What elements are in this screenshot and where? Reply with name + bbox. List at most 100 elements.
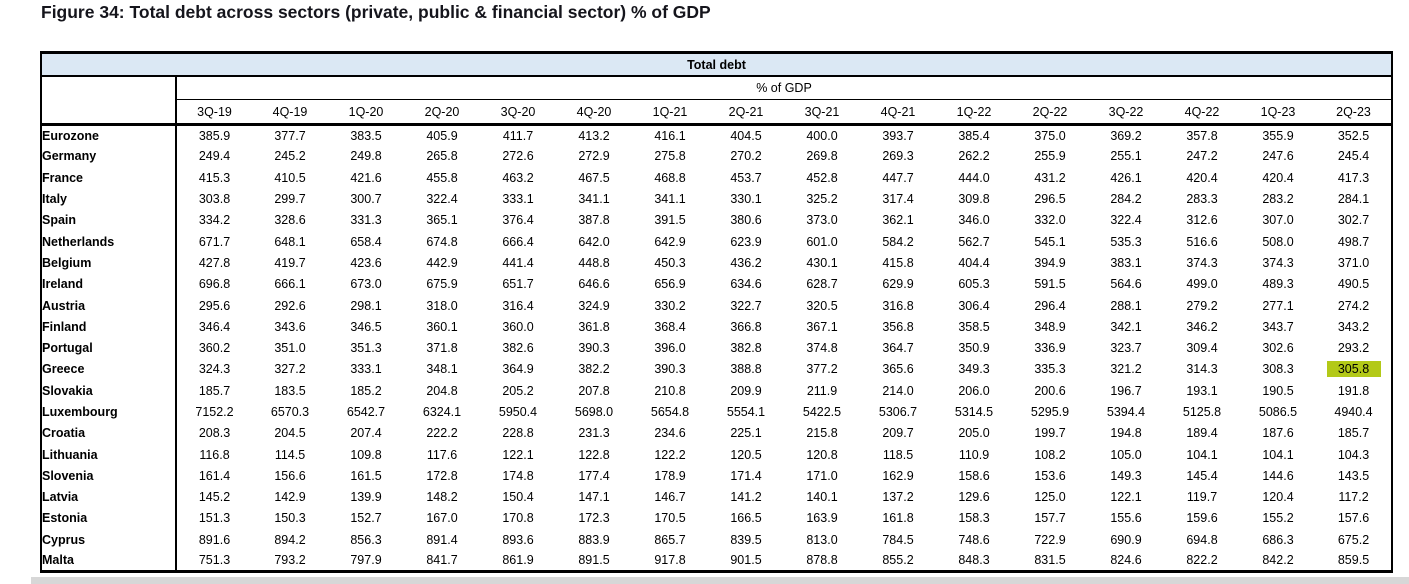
value-cell: 119.7 — [1186, 490, 1218, 505]
value-cell: 137.2 — [882, 490, 914, 505]
value-cell: 167.0 — [426, 511, 458, 526]
value-cell: 404.5 — [730, 128, 762, 143]
table-subheader: % of GDP — [176, 76, 1392, 100]
value-cell: 249.4 — [198, 149, 231, 164]
highlight-marker: 305.8 — [1326, 361, 1381, 378]
value-cell: 207.4 — [350, 426, 382, 441]
value-cell: 5654.8 — [650, 405, 690, 419]
value-cell: 194.8 — [1110, 426, 1142, 441]
value-cell: 696.8 — [198, 277, 231, 292]
value-cell: 104.1 — [1186, 447, 1218, 462]
table-row-latvia: Latvia 145.2 142.9 139.9 148.2 150.4 147.1 146.… — [41, 486, 1392, 508]
column-header-1q-22: 1Q-22 — [936, 99, 1012, 126]
value-cell: 430.1 — [806, 255, 838, 270]
value-cell: 404.4 — [958, 255, 990, 270]
value-cell: 387.8 — [578, 213, 610, 228]
value-cell: 330.1 — [730, 192, 762, 207]
value-cell: 382.2 — [578, 362, 610, 377]
column-header-2q-21: 2Q-21 — [708, 99, 784, 126]
value-cell: 841.7 — [426, 553, 458, 568]
value-cell: 166.5 — [730, 511, 762, 526]
total-debt-table: Total debt % of GDP 3Q-19 4Q-19 1Q-20 2Q-20… — [40, 51, 1393, 574]
value-cell: 376.4 — [502, 213, 534, 228]
column-header-3q-21: 3Q-21 — [784, 99, 860, 126]
value-cell: 364.7 — [882, 341, 914, 356]
value-cell: 722.9 — [1034, 532, 1066, 547]
value-cell: 364.9 — [502, 362, 534, 377]
value-cell: 309.4 — [1186, 341, 1218, 356]
value-cell: 209.7 — [882, 426, 914, 441]
value-cell: 322.4 — [426, 192, 458, 207]
value-cell: 891.4 — [426, 532, 458, 547]
value-cell: 255.9 — [1034, 149, 1066, 164]
value-cell: 272.6 — [502, 149, 534, 164]
value-cell: 400.0 — [806, 128, 838, 143]
value-cell: 177.4 — [578, 468, 610, 483]
value-cell: 104.1 — [1262, 447, 1294, 462]
value-cell: 200.6 — [1034, 383, 1066, 398]
value-cell: 206.0 — [958, 383, 990, 398]
value-cell: 4940.4 — [1334, 405, 1373, 419]
value-cell: 270.2 — [730, 149, 762, 164]
value-cell: 322.4 — [1110, 213, 1142, 228]
row-label-greece: Greece — [41, 358, 177, 381]
value-cell: 377.7 — [274, 128, 306, 143]
value-cell: 155.2 — [1262, 511, 1294, 526]
value-cell: 388.8 — [730, 362, 762, 377]
value-cell: 245.4 — [1337, 149, 1370, 164]
value-cell: 5422.5 — [802, 405, 842, 419]
value-cell: 674.8 — [426, 234, 458, 249]
table-row-ireland: Ireland 696.8 666.1 673.0 675.9 651.7 646.6 656… — [41, 273, 1392, 295]
table-group-header: Total debt — [40, 51, 1393, 77]
value-cell: 183.5 — [274, 383, 306, 398]
value-cell: 360.0 — [502, 319, 534, 334]
row-label-austria: Austria — [41, 294, 177, 317]
value-cell: 634.6 — [730, 277, 762, 292]
value-cell: 163.9 — [806, 511, 838, 526]
value-cell: 516.6 — [1186, 234, 1218, 249]
table-row-malta: Malta 751.3 793.2 797.9 841.7 861.9 891.5 917.8… — [41, 550, 1392, 572]
value-cell: 467.5 — [578, 170, 610, 185]
value-cell: 628.7 — [806, 277, 838, 292]
value-cell: 442.9 — [426, 255, 458, 270]
value-cell: 171.0 — [806, 468, 838, 483]
column-header-2q-22: 2Q-22 — [1012, 99, 1088, 126]
value-cell: 629.9 — [882, 277, 914, 292]
value-cell: 225.1 — [730, 426, 762, 441]
value-cell: 893.6 — [502, 532, 534, 547]
value-cell: 116.8 — [199, 447, 230, 462]
value-cell: 150.3 — [274, 511, 306, 526]
value-cell: 336.9 — [1034, 341, 1066, 356]
value-cell: 673.0 — [350, 277, 382, 292]
value-cell: 5314.5 — [954, 405, 994, 419]
value-cell: 145.4 — [1186, 468, 1218, 483]
value-cell: 878.8 — [806, 553, 838, 568]
value-cell: 262.2 — [958, 149, 990, 164]
value-cell: 373.0 — [806, 213, 838, 228]
value-cell: 5306.7 — [878, 405, 918, 419]
value-cell: 374.8 — [806, 341, 838, 356]
value-cell: 189.4 — [1186, 426, 1218, 441]
value-cell: 325.2 — [806, 192, 838, 207]
value-cell: 158.6 — [958, 468, 990, 483]
value-cell: 694.8 — [1186, 532, 1218, 547]
value-cell: 341.1 — [578, 192, 610, 207]
table-row-belgium: Belgium 427.8 419.7 423.6 442.9 441.4 448.8 450… — [41, 252, 1392, 274]
highlighted-value-cell: 305.8 — [1316, 359, 1392, 380]
value-cell: 666.4 — [502, 234, 534, 249]
value-cell: 848.3 — [958, 553, 990, 568]
value-cell: 362.1 — [882, 213, 914, 228]
value-cell: 170.5 — [654, 511, 686, 526]
value-cell: 117.2 — [1338, 490, 1369, 505]
value-cell: 205.2 — [502, 383, 534, 398]
value-cell: 161.4 — [198, 468, 231, 483]
value-cell: 316.4 — [502, 298, 534, 313]
row-label-malta: Malta — [41, 550, 177, 572]
table-row-portugal: Portugal 360.2 351.0 351.3 371.8 382.6 390.3 39… — [41, 337, 1392, 359]
value-cell: 118.5 — [882, 447, 914, 462]
value-cell: 161.5 — [350, 468, 382, 483]
value-cell: 361.8 — [578, 319, 610, 334]
value-cell: 377.2 — [806, 362, 838, 377]
value-cell: 109.8 — [350, 447, 382, 462]
column-header-1q-20: 1Q-20 — [328, 99, 404, 126]
